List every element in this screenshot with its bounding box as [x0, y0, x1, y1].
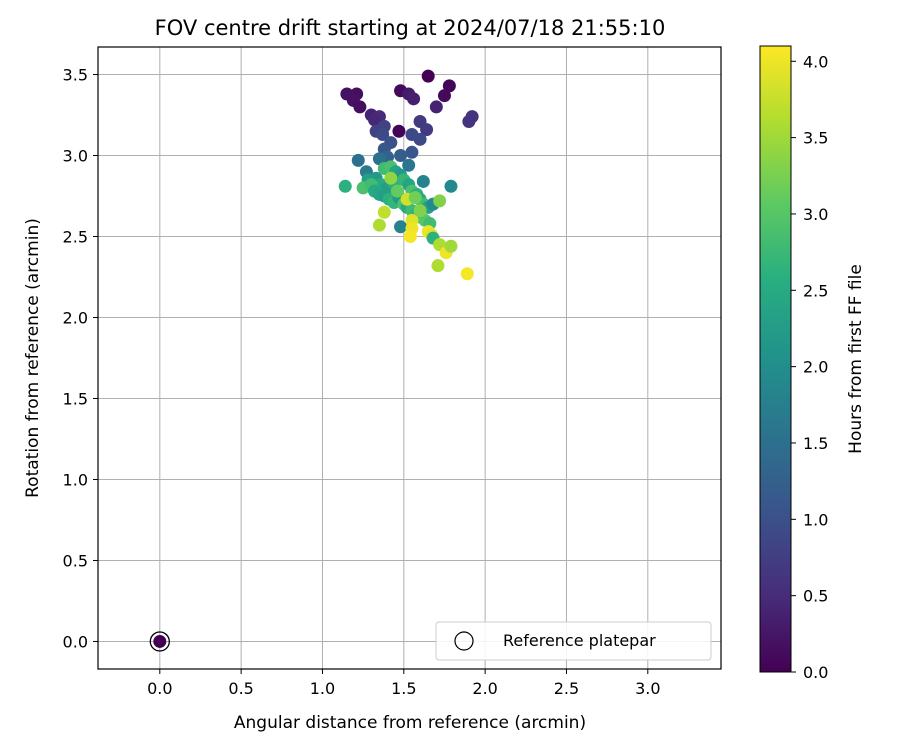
data-point [413, 204, 427, 218]
reference-point [153, 634, 167, 648]
data-point [442, 79, 456, 93]
colorbar-tick-label: 2.5 [803, 281, 828, 300]
data-point [376, 127, 390, 141]
legend-box [435, 621, 712, 661]
colorbar-tick-label: 3.5 [803, 129, 828, 148]
colorbar-gradient [759, 45, 792, 673]
y-tick-label: 1.0 [63, 470, 88, 489]
colorbar-tick-label: 1.5 [803, 434, 828, 453]
data-point [429, 100, 443, 114]
y-tick-label: 3.5 [63, 66, 88, 85]
y-tick-label: 1.5 [63, 389, 88, 408]
y-tick-label: 0.0 [63, 632, 88, 651]
data-point [416, 174, 430, 188]
x-tick-label: 3.0 [635, 679, 660, 698]
y-axis-label: Rotation from reference (arcmin) [23, 218, 43, 498]
colorbar-label: Hours from first FF file [846, 264, 866, 454]
legend-label: Reference platepar [503, 631, 656, 650]
legend-marker [454, 631, 474, 651]
colorbar: 0.0 0.5 1.0 1.5 2.0 2.5 3.0 3.5 4.0 Hours from f… [759, 45, 866, 682]
data-point [377, 205, 391, 219]
x-tick-label: 2.0 [472, 679, 497, 698]
data-point [421, 69, 435, 83]
data-point [394, 220, 408, 234]
x-axis-ticks: 0.0 0.5 1.0 1.5 2.0 2.5 3.0 [147, 669, 661, 698]
colorbar-tick-label: 4.0 [803, 52, 828, 71]
chart-title: FOV centre drift starting at 2024/07/18 … [155, 16, 666, 40]
data-point [372, 152, 386, 166]
y-tick-label: 2.0 [63, 309, 88, 328]
data-point [403, 230, 417, 244]
data-point [407, 92, 421, 106]
x-tick-label: 1.0 [310, 679, 335, 698]
legend: Reference platepar [435, 621, 712, 661]
colorbar-tick-label: 3.0 [803, 205, 828, 224]
x-tick-label: 0.0 [147, 679, 172, 698]
data-point [384, 171, 398, 185]
data-point [408, 191, 422, 205]
colorbar-tick-label: 2.0 [803, 358, 828, 377]
y-axis-ticks: 0.0 0.5 1.0 1.5 2.0 2.5 3.0 3.5 [63, 66, 98, 651]
reference-marker [149, 631, 170, 652]
data-point [413, 132, 427, 146]
colorbar-tick-label: 0.0 [803, 663, 828, 682]
y-tick-label: 2.5 [63, 228, 88, 247]
data-point [372, 218, 386, 232]
x-tick-label: 1.5 [391, 679, 416, 698]
data-point [444, 179, 458, 193]
data-point [392, 124, 406, 138]
colorbar-tick-label: 1.0 [803, 510, 828, 529]
data-point [351, 153, 365, 167]
data-point [433, 194, 447, 208]
data-point [353, 100, 367, 114]
data-point [402, 158, 416, 172]
data-point [390, 184, 404, 198]
data-point [460, 267, 474, 281]
x-tick-label: 0.5 [228, 679, 253, 698]
data-point [405, 145, 419, 159]
plot-frame [97, 46, 722, 670]
x-axis-label: Angular distance from reference (arcmin) [234, 713, 586, 733]
reference-ring [149, 631, 170, 652]
data-point [462, 115, 476, 129]
colorbar-ticks: 0.0 0.5 1.0 1.5 2.0 2.5 3.0 3.5 4.0 [791, 52, 828, 682]
data-point [420, 123, 434, 137]
data-point [437, 89, 451, 103]
data-point [444, 239, 458, 253]
data-point [368, 113, 382, 127]
colorbar-tick-label: 0.5 [803, 587, 828, 606]
x-tick-label: 2.5 [554, 679, 579, 698]
data-points [338, 69, 479, 281]
y-tick-label: 3.0 [63, 147, 88, 166]
data-point [394, 149, 408, 163]
data-point [338, 179, 352, 193]
y-tick-label: 0.5 [63, 551, 88, 570]
data-point [431, 259, 445, 273]
